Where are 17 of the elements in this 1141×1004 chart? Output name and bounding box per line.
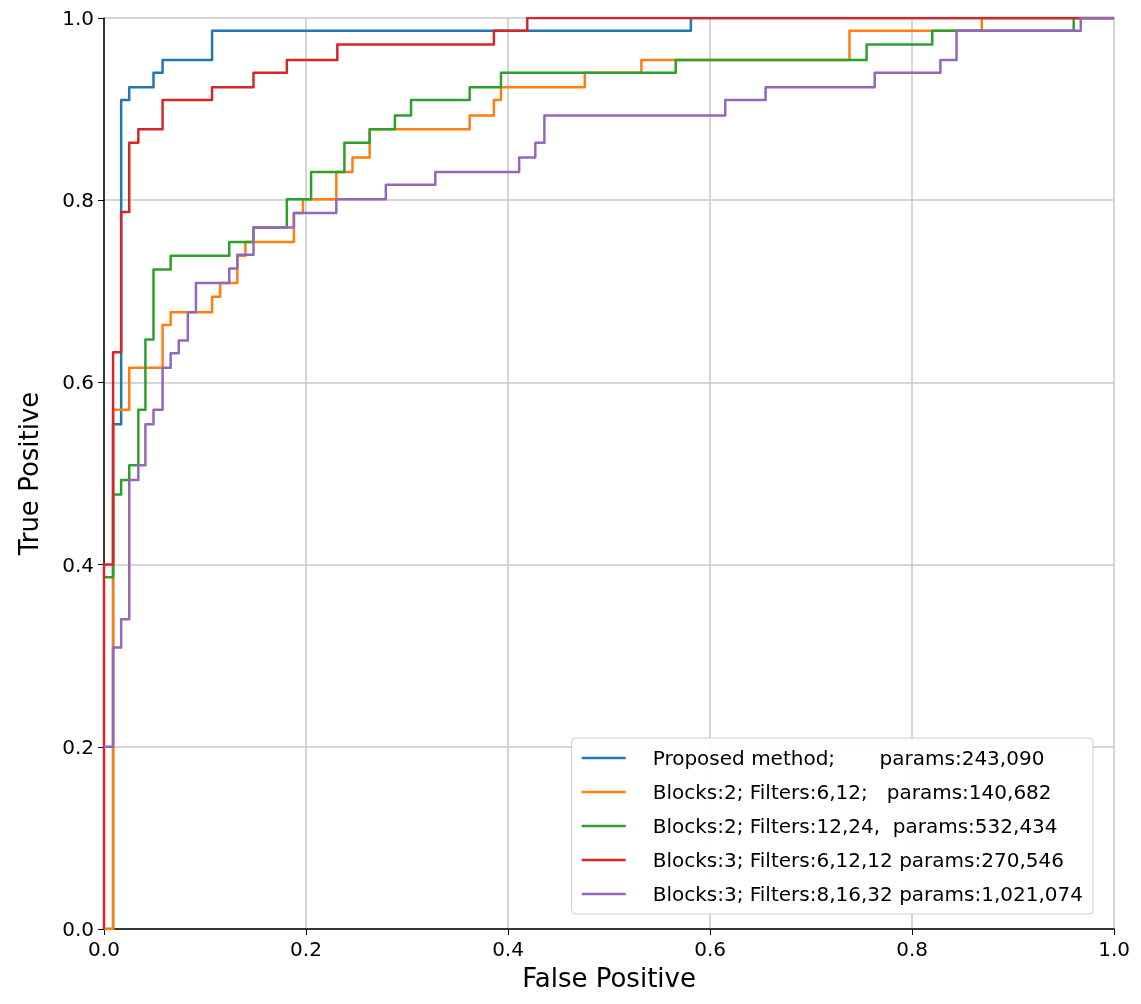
y-tick-label: 0.2 [62, 734, 94, 759]
x-tick-label: 0.2 [290, 937, 322, 961]
y-tick-label: 1.0 [62, 6, 94, 30]
x-tick-label: 0.8 [896, 937, 928, 961]
legend-label: Blocks:2; Filters:12,24, params:532,434 [652, 814, 1058, 838]
legend-label: Proposed method; params:243,090 [652, 746, 1045, 770]
x-tick-label: 0.4 [492, 937, 524, 961]
y-axis-title: True Positive [14, 391, 44, 557]
y-tick-label: 0.6 [62, 370, 94, 395]
legend-label: Blocks:3; Filters:8,16,32 params:1,021,074 [652, 882, 1083, 906]
legend-label: Blocks:3; Filters:6,12,12 params:270,546 [652, 848, 1064, 872]
y-tick-label: 0.8 [62, 188, 94, 213]
x-tick-label: 0.6 [694, 937, 726, 961]
legend-label: Blocks:2; Filters:6,12; params:140,682 [652, 780, 1052, 804]
x-axis-title: False Positive [522, 963, 696, 993]
y-tick-label: 0.4 [62, 552, 94, 577]
x-tick-label: 1.0 [1098, 937, 1130, 961]
